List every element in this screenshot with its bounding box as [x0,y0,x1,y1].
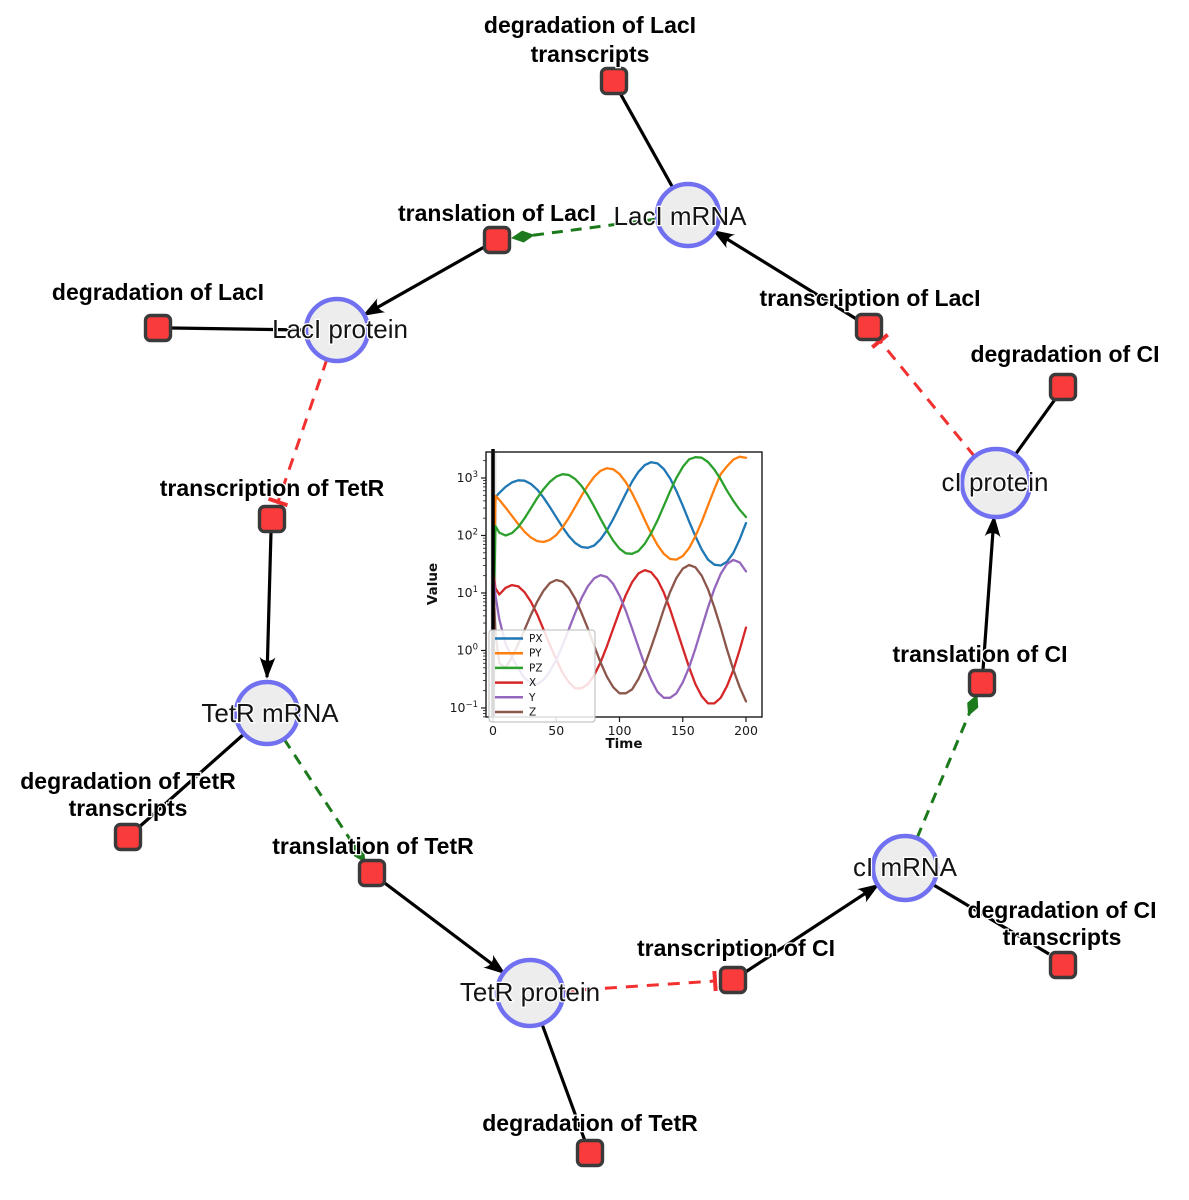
species-node-tetr-protein [494,957,566,1029]
reaction-label: transcripts [1003,924,1122,950]
edge-ciprotein-inhibits-transcription-laci [870,333,977,458]
chart-line-PZ [491,456,748,652]
reaction-label: transcripts [531,41,650,67]
reaction-square-degradation-ci-transcripts [1048,950,1078,980]
reaction-label: transcription of LacI [759,285,980,311]
edge-tetrmrna-modifies-translation [282,738,367,863]
chart-axes-box [485,451,763,718]
chart-x-axis-label: Time [605,736,642,752]
reaction-label: translation of TetR [272,833,474,859]
reaction-square-translation-laci [482,225,512,255]
x-tick-label: 50 [548,723,564,738]
chart-line-X [491,568,748,705]
edge-cimrna-modifies-translation [915,694,979,839]
edge-transcription-produces-lacimrna [712,229,859,322]
edge-lacimrna-modifies-translation [511,217,658,243]
y-tick-label: 100 [457,642,478,657]
edge-translation-produces-ciprotein [981,515,1001,671]
species-label: TetR protein [460,977,600,1007]
chart-line-PX [491,461,748,652]
reaction-square-degradation-ci [1048,372,1078,402]
edge-transcription-produces-cimrna [743,883,880,975]
chart-legend: PX PY PZ XYZ [488,629,596,723]
reaction-square-degradation-laci [143,313,173,343]
reaction-square-translation-tetr [357,858,387,888]
reaction-square-degradation-tetr [575,1138,605,1168]
chart-line-PY [491,455,748,652]
edge-tetrprotein-to-degradation [540,1023,587,1142]
legend-label-PX: PX [529,633,543,645]
legend-label-Z: Z [529,707,536,719]
reaction-label: degradation of LacI [52,279,264,305]
y-tick-label: 102 [457,527,478,542]
x-tick-label: 200 [734,723,758,738]
chart-inset: 0 50 100 150 200 10−1 100 101 102 103 Time Value… [425,449,763,752]
species-labels: LacI mRNA LacI protein cI protein TetR m… [200,200,1050,1009]
species-nodes [233,181,1033,1029]
reaction-label: translation of CI [892,641,1067,667]
reaction-label: degradation of TetR [482,1110,698,1136]
edge-lacimrna-to-deg-transcripts [618,92,675,189]
species-node-laci-protein [303,296,371,364]
edge-ciprotein-to-degradation [1013,397,1058,456]
edge-tetrmrna-to-deg-transcripts [136,732,246,830]
species-node-laci-mrna [654,181,722,249]
reaction-label: degradation of LacI [484,12,696,38]
species-label: LacI mRNA [614,201,748,231]
legend-label-Y: Y [528,692,536,704]
legend-label-PY: PY [529,648,542,660]
species-label: LacI protein [272,314,408,344]
reaction-label: degradation of TetR [20,768,236,794]
reaction-square-transcription-laci [854,312,884,342]
reaction-label: degradation of CI [967,897,1156,923]
y-tick-label: 103 [457,470,478,485]
network-edges [136,92,1058,1142]
reaction-square-degradation-tetr-transcripts [113,822,143,852]
reaction-square-translation-ci [967,668,997,698]
reaction-label: transcription of TetR [160,475,385,501]
x-tick-label: 150 [671,723,695,738]
species-node-ci-protein [959,446,1033,520]
species-node-ci-mrna [870,833,940,903]
reaction-label: transcription of CI [637,935,835,961]
legend-label-X: X [529,677,536,689]
edge-laciprotein-inhibits-transcription-tetr [267,358,329,508]
edge-cimrna-to-deg-transcripts [931,882,1050,956]
chart-line-Z [491,563,748,703]
reaction-nodes [113,66,1078,1168]
chart-y-axis-ticks: 10−1 100 101 102 103 [450,460,486,718]
y-tick-label: 101 [457,585,478,600]
reaction-label: translation of LacI [398,200,596,226]
reaction-labels: degradation of LacI transcripts translat… [19,11,1161,1138]
x-tick-label: 100 [608,723,632,738]
reaction-label: transcripts [69,795,188,821]
edge-laciprotein-to-degradation [171,326,307,332]
edge-translation-produces-laciprotein [362,244,487,317]
x-tick-label: 0 [489,723,497,738]
species-label: cI protein [942,467,1049,497]
legend-label-PZ: PZ [529,662,543,674]
reaction-square-transcription-ci [718,965,748,995]
reaction-square-degradation-laci-transcripts [599,66,629,96]
chart-x-axis-ticks: 0 50 100 150 200 [489,717,758,738]
chart-series [491,455,748,705]
y-tick-label: 10−1 [450,700,478,715]
edge-tetrprotein-inhibits-transcription-ci [562,970,718,993]
edge-transcription-produces-tetrmrna [259,531,276,679]
species-node-tetr-mrna [233,679,301,747]
reaction-label: degradation of CI [970,341,1159,367]
species-label: TetR mRNA [201,698,339,728]
edge-translation-produces-tetrprotein [381,879,506,975]
chart-y-axis-label: Value [425,563,441,605]
reaction-square-transcription-tetr [257,504,287,534]
species-label: cI mRNA [853,852,958,882]
